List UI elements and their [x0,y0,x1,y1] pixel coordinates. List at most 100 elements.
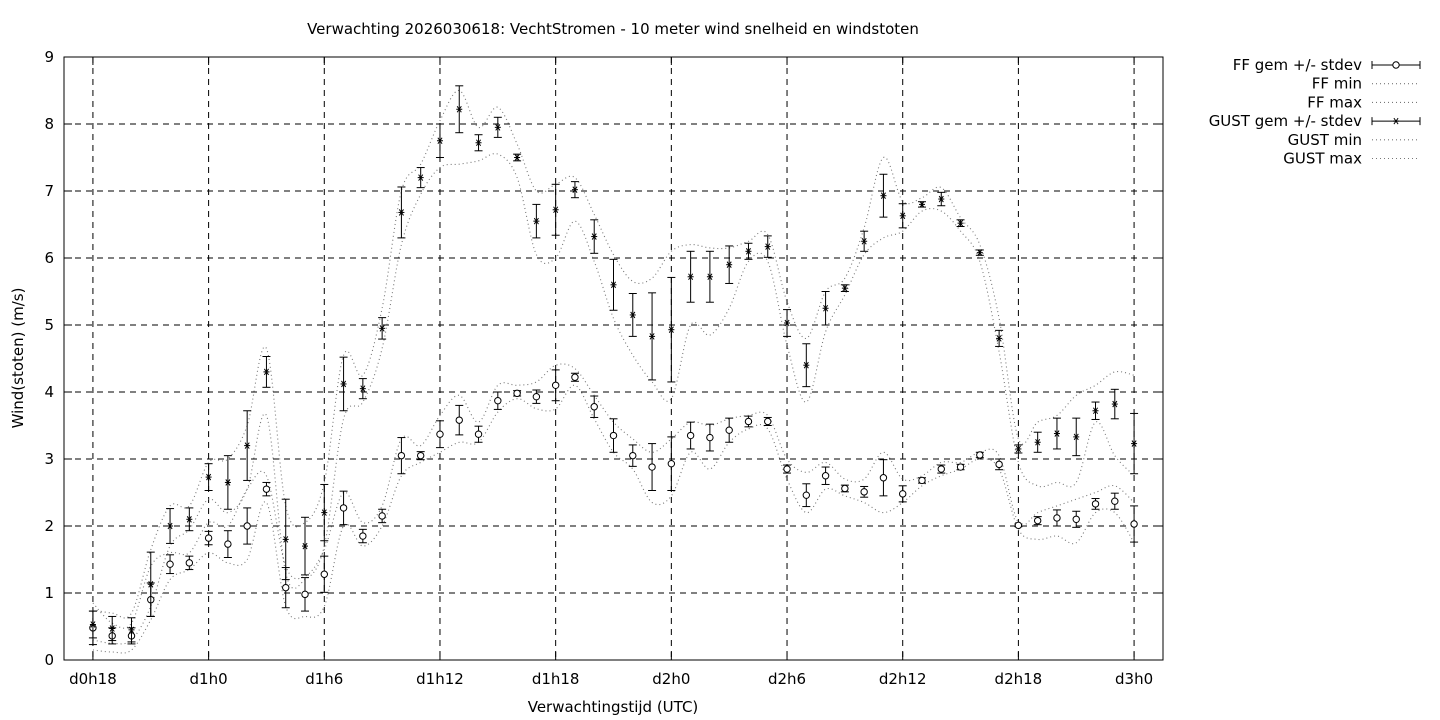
star-stroke [880,192,886,199]
ff-errorbar [840,484,849,493]
gust-errorbar [860,230,869,252]
star-stroke [1093,407,1099,415]
gust-errorbar [975,249,984,256]
ff-errorbar [1072,510,1081,528]
ff-errorbar [1052,509,1061,527]
ff-point [590,403,598,411]
ff-errorbar [416,451,425,461]
x-tick-label: d1h18 [532,670,580,688]
gust-point [494,124,501,131]
star-stroke [649,333,655,340]
gust-errorbar [917,201,926,208]
ff-errorbar [339,490,348,526]
gust-errorbar [840,284,849,292]
star-stroke [302,542,308,550]
ff-point [841,484,849,493]
star-stroke [514,154,520,161]
gust-errorbar [570,181,579,199]
star-stroke [456,105,462,113]
ff-errorbar [783,464,792,474]
star-stroke [572,186,578,193]
star-stroke [1015,445,1021,453]
gust-errorbar [1052,417,1061,450]
gust-point [745,248,752,255]
gust-point [861,237,868,245]
ff-point [532,392,541,401]
x-tick-label: d2h18 [995,670,1043,688]
ff-errorbar [320,555,329,593]
ff-point [397,451,406,460]
gust-point [764,243,771,250]
x-tick-label: d0h18 [69,670,117,688]
gust-minline [92,152,1135,645]
star-stroke [225,479,231,486]
gust-errorbar [705,250,714,303]
star-stroke [283,536,289,543]
ff-errorbar [223,530,232,558]
gust-point [224,479,231,486]
star-stroke [1073,433,1079,441]
gust-point [591,233,598,240]
gust-point [1015,445,1022,453]
ff-point [802,491,811,499]
legend-marker [1392,61,1400,69]
gust-point [456,105,463,113]
ff-point [185,559,194,567]
star-stroke [823,304,829,312]
gust-errorbar [532,203,541,239]
ff-errorbar [358,528,367,544]
gust-point [147,581,154,588]
ff-errorbar [243,507,252,545]
ff-errorbar [937,464,946,474]
ff-errorbar [378,508,387,524]
ff-point [416,451,425,460]
star-stroke [109,625,115,632]
gust-point [1131,440,1138,447]
gust-point [417,174,424,181]
y-tick-label: 8 [44,115,54,133]
ff-errorbar [1033,516,1042,526]
gust-errorbar [1091,401,1100,420]
ff-errorbar [802,483,811,508]
ff-errorbar [1110,492,1119,510]
ff-point [571,373,579,381]
ff-errorbar [532,389,541,404]
ff-errorbar [667,436,676,491]
star-stroke [495,124,501,131]
gust-errorbar [88,610,97,639]
x-tick-label: d2h0 [652,670,690,688]
legend-label: FF max [1307,93,1362,111]
gust-point [629,311,636,319]
gust-point [533,217,540,225]
gust-errorbar [763,235,772,258]
star-stroke [630,311,636,319]
gust-point [938,195,945,203]
x-axis-label: Verwachtingstijd (UTC) [528,698,699,716]
ff-minline [92,384,1135,654]
gust-errorbar [937,191,946,207]
gust-errorbar [301,516,310,576]
gust-point [668,326,675,333]
ff-errorbar [185,555,194,571]
ff-point [860,488,868,496]
ff-point [204,534,213,542]
gust-errorbar [667,276,676,383]
star-stroke [1112,400,1118,408]
gust-errorbar [455,85,464,134]
ff-point [513,389,521,398]
star-stroke [668,326,674,333]
ff-point [301,590,309,599]
ff-errorbar [204,530,213,546]
gust-point [841,284,848,292]
gust-point [1053,430,1060,437]
ff-point [551,381,560,389]
x-tick-label: d1h6 [305,670,343,688]
gust-point [957,219,964,227]
ff-errorbar [455,404,464,436]
ff-point [282,583,290,592]
gust-point [803,361,810,369]
gust-point [918,201,925,208]
star-stroke [360,385,366,392]
gust-point [1111,400,1118,408]
ff-errorbar [898,485,907,503]
